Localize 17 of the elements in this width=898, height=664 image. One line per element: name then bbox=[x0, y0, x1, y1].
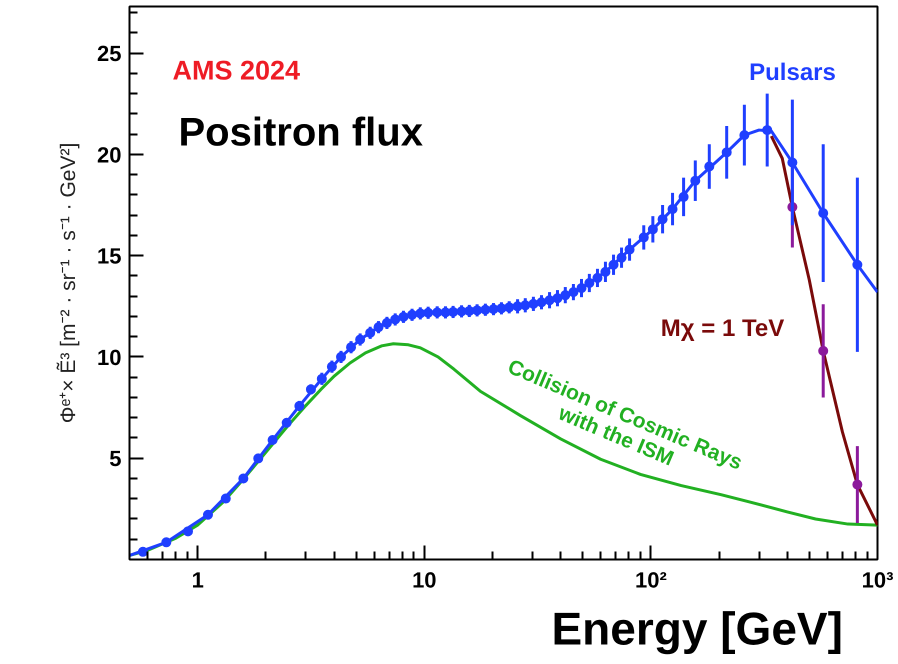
x-tick-label: 10³ bbox=[862, 568, 894, 592]
x-axis-title: Energy [GeV] bbox=[552, 602, 843, 654]
annotation: Positron flux bbox=[178, 110, 423, 154]
y-tick-label: 25 bbox=[97, 41, 122, 66]
x-tick-label: 10² bbox=[635, 568, 667, 592]
x-tick-label: 10 bbox=[412, 568, 437, 592]
series-label: Mχ = 1 TeV bbox=[660, 315, 784, 342]
series-label: Pulsars bbox=[749, 59, 836, 86]
y-tick-label: 15 bbox=[97, 244, 122, 269]
y-tick-label: 5 bbox=[109, 446, 122, 472]
point bbox=[818, 346, 828, 356]
annotation: AMS 2024 bbox=[172, 56, 300, 86]
point bbox=[852, 480, 862, 490]
y-tick-label: 20 bbox=[97, 142, 122, 168]
x-tick-label: 1 bbox=[192, 568, 204, 592]
y-tick-label: 10 bbox=[97, 344, 122, 370]
y-axis-title: Φᵉ⁺× Ẽ³ [m⁻² · sr⁻¹ · s⁻¹ · GeV²] bbox=[56, 142, 80, 424]
